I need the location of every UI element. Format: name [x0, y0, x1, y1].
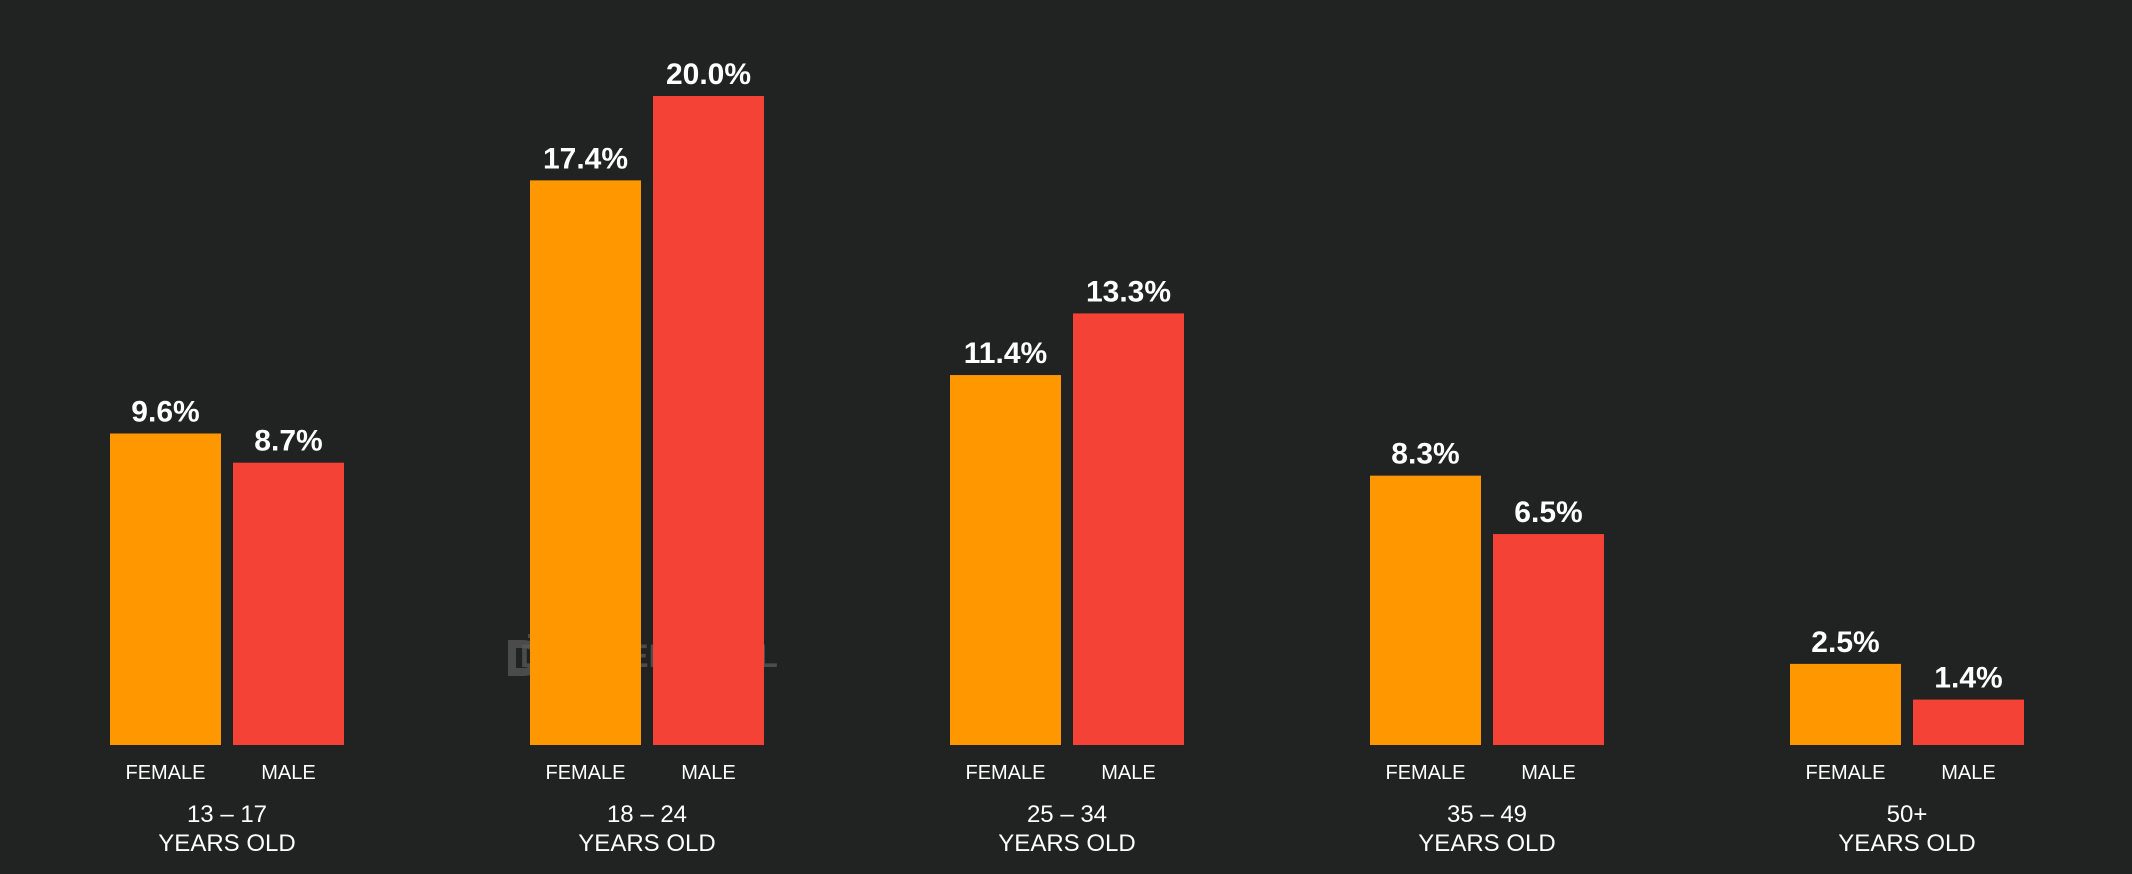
bar-male-2 [1073, 313, 1184, 745]
data-label-female-1: 17.4% [543, 142, 628, 175]
bar-female-3 [1370, 475, 1481, 745]
category-label-range-4: 50+ [1887, 801, 1928, 828]
tick-label-male-4: MALE [1941, 762, 1995, 784]
bar-female-0 [110, 433, 221, 745]
bar-male-3 [1493, 534, 1604, 745]
data-label-male-0: 8.7% [254, 425, 322, 458]
category-label-suffix-0: YEARS OLD [158, 830, 295, 857]
bars-layer [110, 96, 2024, 745]
tick-label-female-4: FEMALE [1805, 762, 1885, 784]
data-label-male-3: 6.5% [1514, 496, 1582, 529]
category-label-suffix-2: YEARS OLD [998, 830, 1135, 857]
data-label-female-3: 8.3% [1391, 438, 1459, 471]
data-label-female-0: 9.6% [131, 395, 199, 428]
tick-label-female-3: FEMALE [1385, 762, 1465, 784]
bar-male-1 [653, 96, 764, 745]
tick-label-female-0: FEMALE [125, 762, 205, 784]
tick-label-female-2: FEMALE [965, 762, 1045, 784]
category-label-suffix-1: YEARS OLD [578, 830, 715, 857]
tick-label-male-0: MALE [261, 762, 315, 784]
data-label-female-2: 11.4% [964, 337, 1047, 370]
bar-female-2 [950, 375, 1061, 745]
bar-male-4 [1913, 699, 2024, 745]
data-label-male-1: 20.0% [666, 58, 751, 91]
category-label-range-1: 18 – 24 [607, 801, 687, 828]
bar-female-1 [530, 180, 641, 745]
bar-female-4 [1790, 663, 1901, 745]
data-label-male-2: 13.3% [1086, 275, 1171, 308]
bar-male-0 [233, 462, 344, 745]
tick-label-male-3: MALE [1521, 762, 1575, 784]
tick-label-female-1: FEMALE [545, 762, 625, 784]
category-label-range-2: 25 – 34 [1027, 801, 1107, 828]
category-label-range-3: 35 – 49 [1447, 801, 1527, 828]
category-label-suffix-4: YEARS OLD [1838, 830, 1975, 857]
tick-label-male-1: MALE [681, 762, 735, 784]
category-label-range-0: 13 – 17 [187, 801, 267, 828]
category-label-suffix-3: YEARS OLD [1418, 830, 1555, 857]
data-label-male-4: 1.4% [1934, 662, 2002, 695]
tick-label-male-2: MALE [1101, 762, 1155, 784]
data-label-female-4: 2.5% [1811, 626, 1879, 659]
